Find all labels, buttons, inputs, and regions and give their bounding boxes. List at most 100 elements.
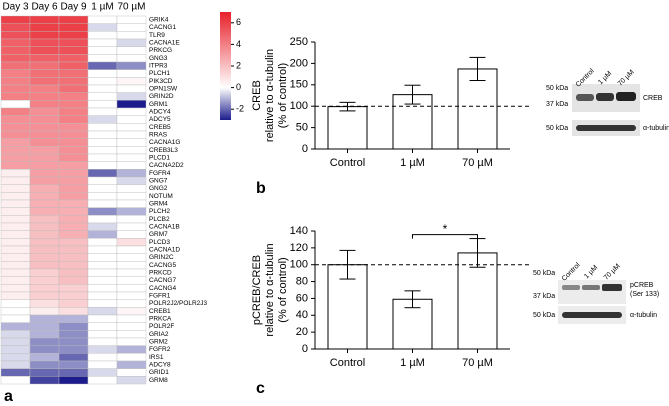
heatmap-cell xyxy=(116,322,147,331)
row-label: CACNG4 xyxy=(149,285,176,292)
colorbar-tick-label: 0 xyxy=(236,82,241,92)
bar xyxy=(457,68,498,150)
heatmap-cell xyxy=(116,299,147,308)
heatmap-cell xyxy=(0,31,31,40)
heatmap-cell xyxy=(87,184,118,193)
heatmap-cell xyxy=(58,253,89,262)
heatmap-cell xyxy=(87,92,118,101)
error-bar xyxy=(339,101,356,112)
row-label: PLCH2 xyxy=(149,208,170,215)
heatmap-cell xyxy=(58,199,89,208)
heatmap-cell xyxy=(58,368,89,377)
row-label: OPN1SW xyxy=(149,86,178,93)
row-label: GRM1 xyxy=(149,101,168,108)
x-tick-label: Control xyxy=(330,157,365,169)
row-label: FGFR4 xyxy=(149,170,171,177)
heatmap-cell xyxy=(0,299,31,308)
heatmap-cell xyxy=(87,207,118,216)
marker-label: 50 kDa xyxy=(546,125,568,132)
marker-label: 50 kDa xyxy=(533,270,555,277)
heatmap-cell xyxy=(87,284,118,293)
heatmap-cell xyxy=(29,222,60,231)
heatmap-cell xyxy=(58,46,89,55)
heatmap-cell xyxy=(29,284,60,293)
heatmap-cell xyxy=(87,276,118,285)
heatmap-cell xyxy=(116,330,147,339)
row-label: CACNA1B xyxy=(149,224,180,231)
heatmap-cell xyxy=(87,161,118,170)
heatmap-cell xyxy=(116,153,147,162)
heatmap-cell xyxy=(87,153,118,162)
heatmap-cell xyxy=(116,54,147,63)
heatmap-cell xyxy=(116,115,147,124)
heatmap-cell xyxy=(58,92,89,101)
heatmap-cell xyxy=(87,77,118,86)
heatmap-cell xyxy=(58,176,89,185)
row-label: GRM2 xyxy=(149,339,168,346)
row-label: RRAS xyxy=(149,132,168,139)
band-label: CREB xyxy=(643,95,663,102)
row-label: GRIA2 xyxy=(149,331,169,338)
row-label: PLCD3 xyxy=(149,239,170,246)
heatmap-cell xyxy=(0,169,31,178)
row-label: GRM8 xyxy=(149,377,168,384)
heatmap-cell xyxy=(0,46,31,55)
row-label: CACNA2D2 xyxy=(149,162,184,169)
heatmap-cell xyxy=(87,176,118,185)
column-label: 1 µM xyxy=(91,2,113,13)
heatmap-cell xyxy=(29,115,60,124)
y-axis-label: pCREB/CREB xyxy=(251,255,263,325)
heatmap-cell xyxy=(116,23,147,32)
row-label: CACNA1E xyxy=(149,40,180,47)
heatmap-cell xyxy=(116,192,147,201)
heatmap-cell xyxy=(58,184,89,193)
column-label: Day 9 xyxy=(60,2,87,13)
heatmap-cell xyxy=(0,261,31,270)
marker-label: 50 kDa xyxy=(533,312,555,319)
heatmap-cell xyxy=(116,84,147,93)
heatmap-cell xyxy=(87,215,118,224)
heatmap-cell xyxy=(0,107,31,116)
heatmap-cell xyxy=(0,368,31,377)
marker-label: 37 kDa xyxy=(533,293,555,300)
row-label: CREB1 xyxy=(149,308,171,315)
heatmap-cell xyxy=(87,130,118,139)
row-label: PRKCD xyxy=(149,270,172,277)
heatmap-cell xyxy=(116,268,147,277)
heatmap-cell xyxy=(0,153,31,162)
heatmap-cell xyxy=(0,253,31,262)
heatmap-cell xyxy=(29,199,60,208)
heatmap-cell xyxy=(116,46,147,55)
row-label: GRIN2D xyxy=(149,93,174,100)
heatmap-cell xyxy=(58,276,89,285)
row-label: ADCY8 xyxy=(149,362,171,369)
heatmap-cell xyxy=(0,84,31,93)
heatmap-cell xyxy=(29,54,60,63)
heatmap-cell xyxy=(116,161,147,170)
row-label: PRKCA xyxy=(149,316,172,323)
heatmap-cell xyxy=(0,330,31,339)
heatmap-cell xyxy=(0,345,31,354)
row-label: CACNA1G xyxy=(149,139,180,146)
error-bar xyxy=(404,290,421,309)
heatmap-cell xyxy=(0,360,31,369)
heatmap-cell xyxy=(29,268,60,277)
y-tick-label: 20 xyxy=(296,326,308,338)
row-label: CACNG1 xyxy=(149,24,176,31)
heatmap-cell xyxy=(29,376,60,385)
heatmap-cell xyxy=(0,376,31,385)
heatmap-cell xyxy=(116,215,147,224)
heatmap-cell xyxy=(87,245,118,254)
heatmap-cell xyxy=(87,23,118,32)
marker-label: 37 kDa xyxy=(546,101,568,108)
heatmap-cell xyxy=(58,215,89,224)
heatmap-cell xyxy=(0,77,31,86)
row-label: PIK3CD xyxy=(149,78,173,85)
heatmap-cell xyxy=(87,337,118,346)
heatmap-cell xyxy=(29,245,60,254)
heatmap-cell xyxy=(87,69,118,78)
heatmap-cell xyxy=(58,376,89,385)
heatmap-cell xyxy=(58,322,89,331)
column-label: Day 6 xyxy=(31,2,58,13)
heatmap-cell xyxy=(0,322,31,331)
